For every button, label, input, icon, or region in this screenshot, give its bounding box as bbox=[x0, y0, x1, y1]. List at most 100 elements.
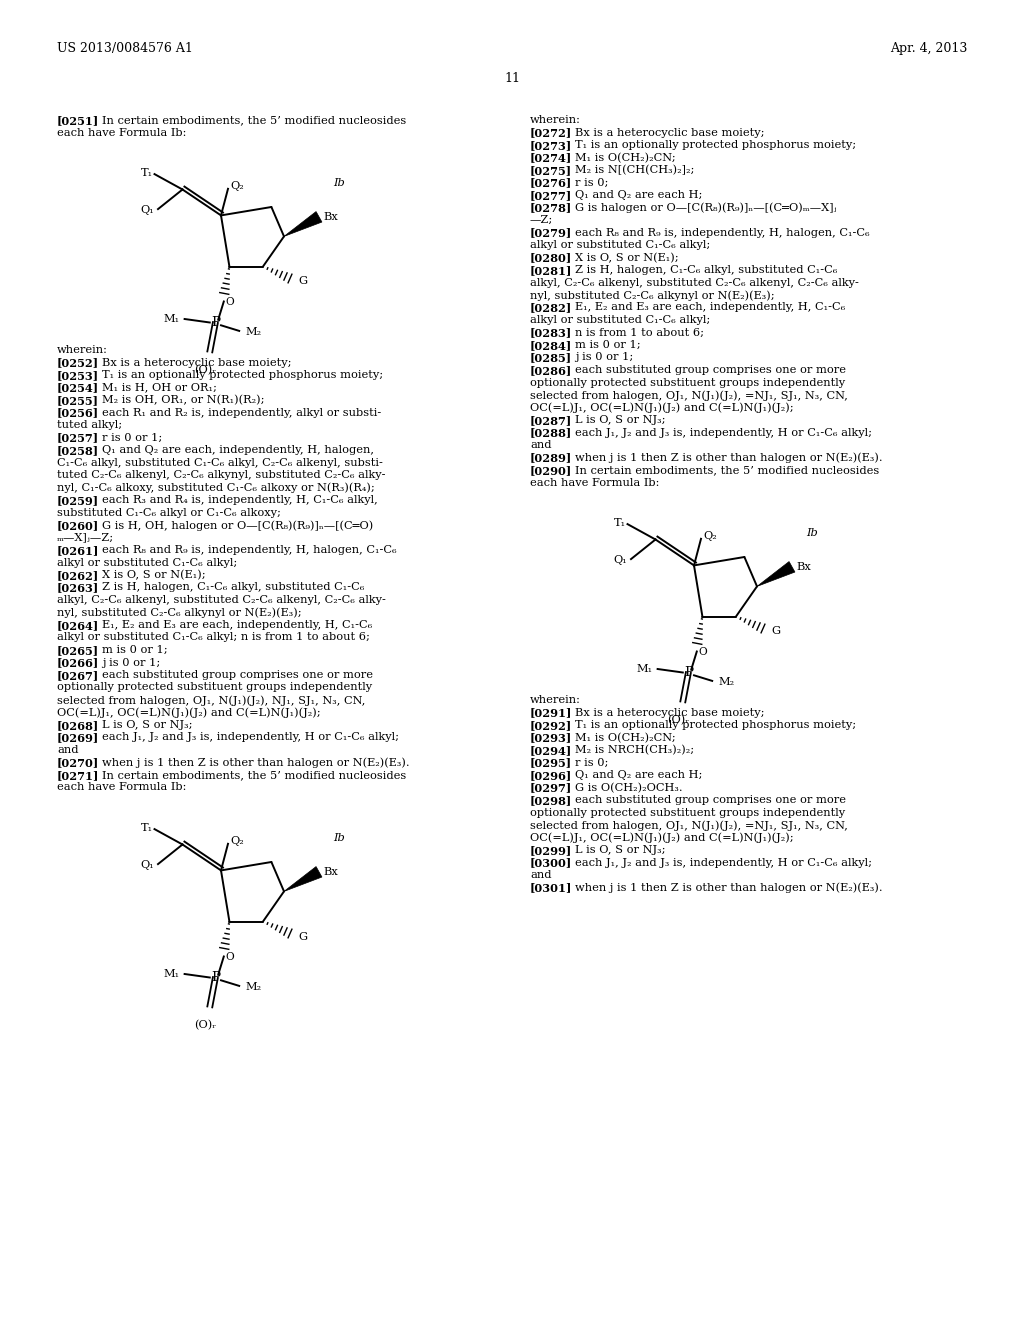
Text: [0269]: [0269] bbox=[57, 733, 99, 743]
Text: each J₁, J₂ and J₃ is, independently, H or C₁-C₆ alkyl;: each J₁, J₂ and J₃ is, independently, H … bbox=[575, 858, 872, 867]
Text: Q₁ and Q₂ are each H;: Q₁ and Q₂ are each H; bbox=[575, 770, 702, 780]
Text: [0268]: [0268] bbox=[57, 719, 99, 731]
Text: selected from halogen, OJ₁, N(J₁)(J₂), =NJ₁, SJ₁, N₃, CN,: selected from halogen, OJ₁, N(J₁)(J₂), =… bbox=[530, 389, 848, 400]
Text: L is O, S or NJ₃;: L is O, S or NJ₃; bbox=[575, 414, 666, 425]
Text: Q₂: Q₂ bbox=[230, 181, 244, 191]
Text: Bx is a heterocyclic base moiety;: Bx is a heterocyclic base moiety; bbox=[102, 358, 292, 367]
Text: P: P bbox=[211, 315, 220, 329]
Text: G is H, OH, halogen or O—[C(R₈)(R₉)]ₙ—[(C═O): G is H, OH, halogen or O—[C(R₈)(R₉)]ₙ—[(… bbox=[102, 520, 374, 531]
Text: selected from halogen, OJ₁, N(J₁)(J₂), =NJ₁, SJ₁, N₃, CN,: selected from halogen, OJ₁, N(J₁)(J₂), =… bbox=[530, 820, 848, 830]
Text: M₂: M₂ bbox=[718, 677, 734, 686]
Text: [0280]: [0280] bbox=[530, 252, 572, 264]
Text: [0281]: [0281] bbox=[530, 265, 572, 276]
Text: [0300]: [0300] bbox=[530, 858, 572, 869]
Text: when j is 1 then Z is other than halogen or N(E₂)(E₃).: when j is 1 then Z is other than halogen… bbox=[575, 453, 883, 463]
Text: T₁: T₁ bbox=[140, 168, 153, 178]
Text: M₂ is OH, OR₁, or N(R₁)(R₂);: M₂ is OH, OR₁, or N(R₁)(R₂); bbox=[102, 395, 264, 405]
Text: and: and bbox=[530, 440, 552, 450]
Text: each R₁ and R₂ is, independently, alkyl or substi-: each R₁ and R₂ is, independently, alkyl … bbox=[102, 408, 381, 417]
Polygon shape bbox=[757, 561, 795, 586]
Text: [0289]: [0289] bbox=[530, 453, 572, 463]
Text: each have Formula Ib:: each have Formula Ib: bbox=[530, 478, 659, 487]
Text: [0256]: [0256] bbox=[57, 408, 99, 418]
Text: [0297]: [0297] bbox=[530, 783, 572, 793]
Text: selected from halogen, OJ₁, N(J₁)(J₂), NJ₁, SJ₁, N₃, CN,: selected from halogen, OJ₁, N(J₁)(J₂), N… bbox=[57, 696, 366, 706]
Text: j is 0 or 1;: j is 0 or 1; bbox=[102, 657, 160, 668]
Text: E₁, E₂ and E₃ are each, independently, H, C₁-C₆: E₁, E₂ and E₃ are each, independently, H… bbox=[102, 620, 373, 630]
Text: j is 0 or 1;: j is 0 or 1; bbox=[575, 352, 633, 363]
Text: G: G bbox=[299, 932, 307, 941]
Text: nyl, substituted C₂-C₆ alkynyl or N(E₂)(E₃);: nyl, substituted C₂-C₆ alkynyl or N(E₂)(… bbox=[530, 290, 774, 301]
Text: and: and bbox=[530, 870, 552, 880]
Text: [0291]: [0291] bbox=[530, 708, 572, 718]
Text: (O)ᵣ: (O)ᵣ bbox=[194, 364, 216, 375]
Text: Ib: Ib bbox=[333, 833, 345, 842]
Text: each have Formula Ib:: each have Formula Ib: bbox=[57, 128, 186, 137]
Text: (O)ᵣ: (O)ᵣ bbox=[194, 1019, 216, 1030]
Text: T₁: T₁ bbox=[140, 824, 153, 833]
Text: Q₁: Q₁ bbox=[140, 205, 154, 215]
Text: and: and bbox=[57, 744, 79, 755]
Text: r is 0 or 1;: r is 0 or 1; bbox=[102, 433, 162, 442]
Text: Ib: Ib bbox=[806, 528, 818, 537]
Text: [0254]: [0254] bbox=[57, 383, 99, 393]
Text: [0283]: [0283] bbox=[530, 327, 572, 338]
Text: Bx: Bx bbox=[323, 211, 338, 222]
Text: [0284]: [0284] bbox=[530, 341, 572, 351]
Text: alkyl, C₂-C₆ alkenyl, substituted C₂-C₆ alkenyl, C₂-C₆ alky-: alkyl, C₂-C₆ alkenyl, substituted C₂-C₆ … bbox=[530, 277, 859, 288]
Text: each substituted group comprises one or more: each substituted group comprises one or … bbox=[575, 795, 846, 805]
Text: O: O bbox=[698, 647, 708, 657]
Text: Q₂: Q₂ bbox=[230, 836, 244, 846]
Text: M₂ is N[(CH(CH₃)₂]₂;: M₂ is N[(CH(CH₃)₂]₂; bbox=[575, 165, 694, 176]
Text: [0255]: [0255] bbox=[57, 395, 99, 407]
Text: each substituted group comprises one or more: each substituted group comprises one or … bbox=[575, 366, 846, 375]
Text: ₘ—X]ⱼ—Z;: ₘ—X]ⱼ—Z; bbox=[57, 532, 114, 543]
Text: [0251]: [0251] bbox=[57, 115, 99, 125]
Text: T₁ is an optionally protected phosphorus moiety;: T₁ is an optionally protected phosphorus… bbox=[575, 140, 856, 150]
Text: [0257]: [0257] bbox=[57, 433, 99, 444]
Text: nyl, C₁-C₆ alkoxy, substituted C₁-C₆ alkoxy or N(R₃)(R₄);: nyl, C₁-C₆ alkoxy, substituted C₁-C₆ alk… bbox=[57, 483, 375, 494]
Text: US 2013/0084576 A1: US 2013/0084576 A1 bbox=[57, 42, 193, 55]
Text: [0252]: [0252] bbox=[57, 358, 99, 368]
Text: [0261]: [0261] bbox=[57, 545, 99, 556]
Text: [0260]: [0260] bbox=[57, 520, 99, 531]
Text: Bx is a heterocyclic base moiety;: Bx is a heterocyclic base moiety; bbox=[575, 128, 765, 137]
Polygon shape bbox=[284, 866, 322, 891]
Text: each R₈ and R₉ is, independently, H, halogen, C₁-C₆: each R₈ and R₉ is, independently, H, hal… bbox=[102, 545, 396, 554]
Text: L is O, S or NJ₃;: L is O, S or NJ₃; bbox=[575, 845, 666, 855]
Text: [0301]: [0301] bbox=[530, 883, 572, 894]
Text: O: O bbox=[226, 952, 234, 962]
Text: when j is 1 then Z is other than halogen or N(E₂)(E₃).: when j is 1 then Z is other than halogen… bbox=[102, 758, 410, 768]
Text: M₁: M₁ bbox=[164, 314, 180, 323]
Text: In certain embodiments, the 5’ modified nucleosides: In certain embodiments, the 5’ modified … bbox=[575, 465, 880, 475]
Text: [0294]: [0294] bbox=[530, 744, 572, 756]
Text: In certain embodiments, the 5’ modified nucleosides: In certain embodiments, the 5’ modified … bbox=[102, 115, 407, 125]
Text: [0264]: [0264] bbox=[57, 620, 99, 631]
Text: OC(=L)J₁, OC(=L)N(J₁)(J₂) and C(=L)N(J₁)(J₂);: OC(=L)J₁, OC(=L)N(J₁)(J₂) and C(=L)N(J₁)… bbox=[530, 833, 794, 843]
Text: [0285]: [0285] bbox=[530, 352, 572, 363]
Text: —Z;: —Z; bbox=[530, 215, 553, 224]
Text: tuted C₂-C₆ alkenyl, C₂-C₆ alkynyl, substituted C₂-C₆ alky-: tuted C₂-C₆ alkenyl, C₂-C₆ alkynyl, subs… bbox=[57, 470, 385, 480]
Text: 11: 11 bbox=[504, 73, 520, 84]
Text: optionally protected substituent groups independently: optionally protected substituent groups … bbox=[530, 808, 845, 817]
Text: [0262]: [0262] bbox=[57, 570, 99, 581]
Text: each have Formula Ib:: each have Formula Ib: bbox=[57, 783, 186, 792]
Text: [0299]: [0299] bbox=[530, 845, 572, 855]
Text: [0298]: [0298] bbox=[530, 795, 572, 807]
Text: OC(=L)J₁, OC(=L)N(J₁)(J₂) and C(=L)N(J₁)(J₂);: OC(=L)J₁, OC(=L)N(J₁)(J₂) and C(=L)N(J₁)… bbox=[530, 403, 794, 413]
Text: Ib: Ib bbox=[333, 178, 345, 187]
Text: [0266]: [0266] bbox=[57, 657, 99, 668]
Text: each R₈ and R₉ is, independently, H, halogen, C₁-C₆: each R₈ and R₉ is, independently, H, hal… bbox=[575, 227, 869, 238]
Text: [0292]: [0292] bbox=[530, 719, 572, 731]
Text: M₁: M₁ bbox=[637, 664, 653, 675]
Text: [0282]: [0282] bbox=[530, 302, 572, 314]
Text: [0295]: [0295] bbox=[530, 758, 572, 768]
Text: each substituted group comprises one or more: each substituted group comprises one or … bbox=[102, 671, 373, 680]
Text: [0296]: [0296] bbox=[530, 770, 572, 781]
Text: L is O, S or NJ₃;: L is O, S or NJ₃; bbox=[102, 719, 193, 730]
Text: M₂: M₂ bbox=[245, 982, 261, 991]
Polygon shape bbox=[284, 211, 322, 236]
Text: P: P bbox=[211, 972, 220, 983]
Text: [0274]: [0274] bbox=[530, 153, 572, 164]
Text: O: O bbox=[226, 297, 234, 306]
